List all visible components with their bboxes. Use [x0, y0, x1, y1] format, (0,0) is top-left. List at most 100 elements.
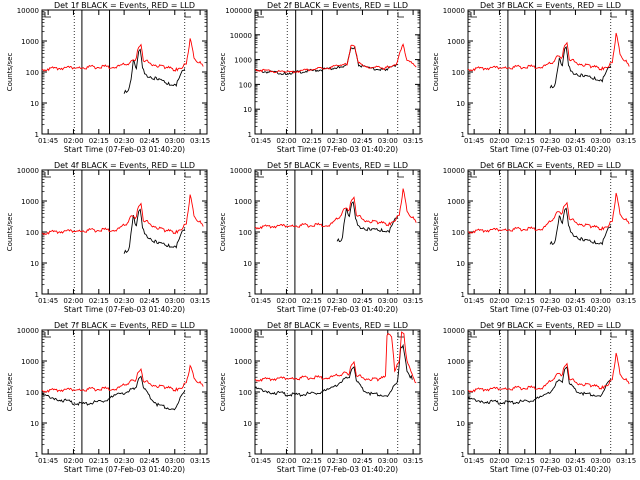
x-tick-label: 02:30 — [114, 297, 134, 305]
y-tick-label: 10 — [243, 420, 252, 428]
x-tick-label: 01:45 — [38, 457, 58, 465]
plot-frame — [41, 9, 208, 135]
x-tick-label: 03:00 — [378, 297, 398, 305]
x-tick-label: 02:15 — [302, 137, 322, 145]
y-axis-label: Counts/sec — [219, 373, 227, 412]
y-tick-label: 100 — [239, 389, 252, 397]
plot-frame — [254, 169, 421, 295]
x-axis-label: Start Time (07-Feb-03 01:40:20) — [277, 305, 398, 314]
x-tick-label: 02:30 — [114, 137, 134, 145]
series-line-lld — [41, 38, 204, 72]
y-tick-label: 1000 — [447, 358, 465, 366]
chart-panel: 1 10 100 1000 10000 01:45 02:00 02:15 02:30 02:45… — [432, 1, 636, 154]
y-axis-label: Counts/sec — [6, 373, 14, 412]
x-tick-label: 02:30 — [327, 297, 347, 305]
x-tick-label: 01:45 — [251, 297, 271, 305]
y-tick-label: 10 — [456, 260, 465, 268]
y-tick-label: 10000 — [443, 327, 465, 335]
chart-panel: 1 10 100 1000 10000 01:45 02:00 02:15 02:30 02:45… — [6, 161, 210, 314]
series-line-lld — [467, 192, 630, 235]
chart-panel: 1 10 100 1000 10000 01:45 02:00 02:15 02:30 02:45… — [219, 321, 423, 474]
y-tick-label: 10000 — [230, 327, 252, 335]
y-tick-label: 100 — [26, 389, 39, 397]
chart-panel: 1 10 100 1000 10000 01:45 02:00 02:15 02:30 02:45… — [219, 161, 423, 314]
x-tick-label: 03:15 — [403, 457, 423, 465]
corner-bracket — [44, 12, 51, 18]
y-tick-label: 10000 — [17, 7, 39, 15]
x-tick-label: 03:15 — [616, 137, 636, 145]
y-tick-label: 1 — [461, 131, 465, 139]
x-tick-label: 03:15 — [190, 457, 210, 465]
x-tick-label: 01:45 — [38, 297, 58, 305]
series-line-events — [123, 208, 186, 254]
series-line-events — [336, 201, 399, 243]
corner-bracket — [397, 12, 404, 18]
x-tick-label: 03:00 — [591, 457, 611, 465]
series-line-lld — [467, 352, 630, 393]
corner-bracket — [184, 172, 191, 178]
x-tick-label: 02:00 — [63, 137, 83, 145]
y-tick-label: 1 — [35, 291, 39, 299]
y-tick-label: 10000 — [230, 167, 252, 175]
plot-frame — [467, 9, 634, 135]
x-tick-label: 03:15 — [190, 297, 210, 305]
x-axis-label: Start Time (07-Feb-03 01:40:20) — [490, 305, 611, 314]
x-axis-label: Start Time (07-Feb-03 01:40:20) — [277, 465, 398, 474]
corner-bracket — [470, 172, 477, 178]
x-tick-label: 02:45 — [565, 137, 585, 145]
x-tick-label: 02:00 — [276, 297, 296, 305]
corner-bracket — [257, 172, 264, 178]
x-tick-label: 02:15 — [515, 297, 535, 305]
corner-bracket — [397, 172, 404, 178]
y-tick-label: 10 — [456, 100, 465, 108]
chart-title: Det 1f BLACK = Events, RED = LLD — [54, 1, 195, 10]
x-tick-label: 02:45 — [352, 297, 372, 305]
series-line-events — [549, 46, 612, 89]
x-tick-label: 02:30 — [327, 137, 347, 145]
series-line-lld — [467, 32, 630, 72]
y-axis-label: Counts/sec — [432, 213, 440, 252]
x-tick-label: 03:00 — [378, 457, 398, 465]
chart-panel: 1 10 100 1000 10000 01:45 02:00 02:15 02:30 02:45… — [6, 321, 210, 474]
x-tick-label: 03:15 — [190, 137, 210, 145]
y-tick-label: 100 — [452, 69, 465, 77]
x-axis-label: Start Time (07-Feb-03 01:40:20) — [64, 145, 185, 154]
corner-bracket — [184, 12, 191, 18]
x-tick-label: 02:30 — [114, 457, 134, 465]
x-tick-label: 03:00 — [165, 297, 185, 305]
corner-bracket — [470, 332, 477, 338]
x-tick-label: 01:45 — [38, 137, 58, 145]
x-tick-label: 02:45 — [565, 457, 585, 465]
chart-title: Det 9f BLACK = Events, RED = LLD — [480, 321, 621, 330]
chart-title: Det 5f BLACK = Events, RED = LLD — [267, 161, 408, 170]
x-tick-label: 02:45 — [139, 297, 159, 305]
y-tick-label: 10 — [243, 260, 252, 268]
x-tick-label: 01:45 — [251, 457, 271, 465]
y-tick-label: 1 — [461, 451, 465, 459]
y-axis-label: Counts/sec — [219, 213, 227, 252]
plot-frame — [41, 329, 208, 455]
x-tick-label: 02:00 — [276, 137, 296, 145]
y-tick-label: 100 — [26, 69, 39, 77]
corner-bracket — [257, 12, 264, 18]
x-axis-label: Start Time (07-Feb-03 01:40:20) — [490, 145, 611, 154]
y-axis-label: Counts/sec — [432, 53, 440, 92]
x-tick-label: 01:45 — [251, 137, 271, 145]
x-tick-label: 02:15 — [302, 457, 322, 465]
x-tick-label: 02:30 — [540, 457, 560, 465]
corner-bracket — [44, 332, 51, 338]
x-tick-label: 03:00 — [165, 457, 185, 465]
plot-frame — [467, 169, 634, 295]
y-axis-label: Counts/sec — [432, 373, 440, 412]
y-tick-label: 10 — [30, 420, 39, 428]
chart-panel: 1 10 100 1000 10000 01:45 02:00 02:15 02:30 02:45… — [432, 161, 636, 314]
x-tick-label: 03:00 — [591, 137, 611, 145]
x-tick-label: 03:00 — [378, 137, 398, 145]
x-axis-label: Start Time (07-Feb-03 01:40:20) — [64, 465, 185, 474]
corner-bracket — [44, 172, 51, 178]
y-tick-label: 1000 — [21, 358, 39, 366]
x-tick-label: 02:00 — [63, 457, 83, 465]
x-tick-label: 02:15 — [89, 457, 109, 465]
x-tick-label: 02:30 — [327, 457, 347, 465]
